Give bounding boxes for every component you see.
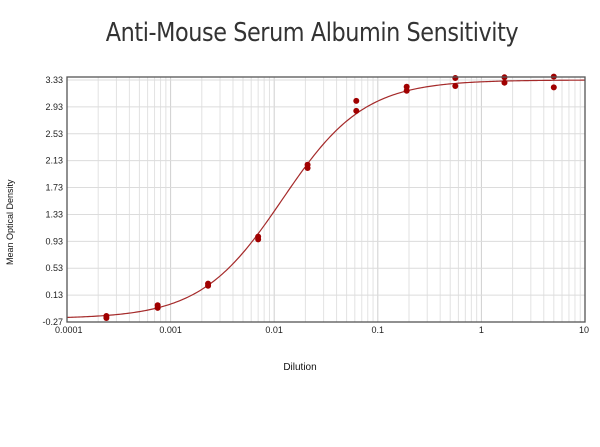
data-point xyxy=(452,74,459,81)
fit-curve xyxy=(66,79,585,319)
x-tick-label: 0.1 xyxy=(372,325,385,335)
data-point xyxy=(501,79,508,86)
x-axis-ticks: 0.0001 0.001 0.01 0.1 1 10 xyxy=(55,325,589,335)
data-point xyxy=(205,282,212,289)
y-tick-label: 2.13 xyxy=(45,156,63,166)
plot-frame xyxy=(66,76,586,323)
x-tick-label: 1 xyxy=(479,325,484,335)
x-tick-label: 0.001 xyxy=(159,325,182,335)
data-point xyxy=(452,83,459,90)
y-tick-label: 3.33 xyxy=(45,75,63,85)
data-points xyxy=(103,73,557,321)
grid-lines xyxy=(66,77,585,323)
y-tick-label: -0.27 xyxy=(42,317,63,327)
y-tick-label: 2.53 xyxy=(45,129,63,139)
y-tick-label: 1.73 xyxy=(45,183,63,193)
data-point xyxy=(353,107,360,114)
data-point xyxy=(550,84,557,91)
y-tick-label: 1.33 xyxy=(45,209,63,219)
x-tick-label: 0.0001 xyxy=(55,325,83,335)
y-tick-label: 2.93 xyxy=(45,102,63,112)
x-axis-label: Dilution xyxy=(283,362,317,373)
y-axis-ticks: -0.27 0.13 0.53 0.93 1.33 1.73 2.13 2.53 2.93 3.3… xyxy=(42,75,63,327)
chart-title: Anti-Mouse Serum Albumin Sensitivity xyxy=(105,18,519,48)
y-tick-label: 0.53 xyxy=(45,263,63,273)
data-point xyxy=(103,314,110,321)
x-tick-label: 10 xyxy=(579,325,589,335)
data-point xyxy=(255,236,262,243)
data-point xyxy=(304,165,311,172)
y-tick-label: 0.13 xyxy=(45,290,63,300)
data-point xyxy=(353,97,360,104)
data-point xyxy=(154,304,161,311)
y-tick-label: 0.93 xyxy=(45,236,63,246)
data-point xyxy=(403,87,410,94)
x-tick-label: 0.01 xyxy=(265,325,283,335)
